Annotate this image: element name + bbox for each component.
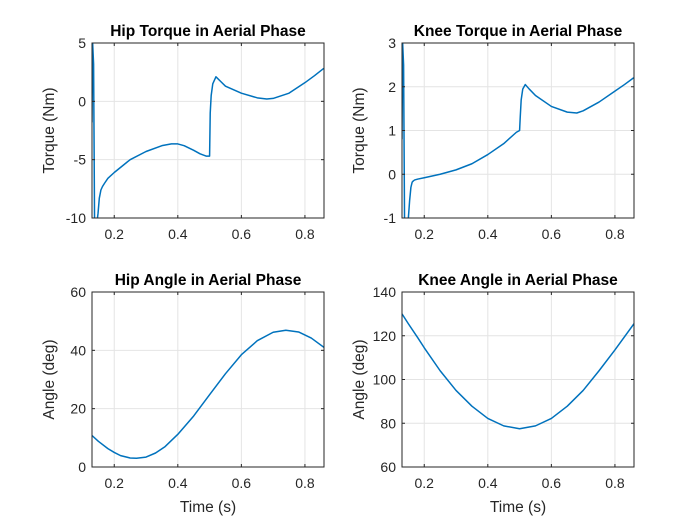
hip-torque-y-tick-label: -10 xyxy=(66,210,86,226)
knee-torque-x-tick-label: 0.8 xyxy=(605,226,625,242)
hip-torque-y-axis-label: Torque (Nm) xyxy=(41,87,58,173)
knee-angle-y-tick-label: 100 xyxy=(373,372,397,388)
hip-angle-panel: 0.2 0.4 0.6 0.8 0 20 40 60 Hip Angle in Aerial P… xyxy=(41,272,325,516)
knee-torque-x-tick-label: 0.6 xyxy=(542,226,562,242)
hip-angle-y-tick-label: 60 xyxy=(70,284,86,300)
hip-torque-title: Hip Torque in Aerial Phase xyxy=(110,23,306,40)
hip-angle-y-axis-label: Angle (deg) xyxy=(41,339,58,419)
hip-torque-x-tick-label: 0.2 xyxy=(105,226,125,242)
hip-torque-panel: 0.2 0.4 0.6 0.8 -10 -5 0 5 Hip Torque in Aerial … xyxy=(41,23,325,242)
hip-angle-x-tick-label: 0.4 xyxy=(168,475,188,491)
knee-angle-x-axis-label: Time (s) xyxy=(490,499,546,516)
knee-angle-series-line xyxy=(402,313,634,430)
hip-torque-plot-area xyxy=(91,42,325,219)
hip-torque-series-line xyxy=(92,43,324,218)
knee-torque-y-tick-label: 3 xyxy=(388,35,396,51)
knee-angle-x-tick-label: 0.8 xyxy=(605,475,625,491)
hip-angle-axes-frame xyxy=(91,291,325,468)
hip-angle-x-tick-label: 0.6 xyxy=(232,475,252,491)
knee-angle-title: Knee Angle in Aerial Phase xyxy=(418,272,618,289)
knee-angle-x-tick-label: 0.6 xyxy=(542,475,562,491)
knee-torque-y-tick-label: 0 xyxy=(388,166,396,182)
hip-angle-plot-area xyxy=(91,291,325,468)
hip-angle-x-tick-label: 0.8 xyxy=(295,475,315,491)
hip-torque-x-tick-label: 0.8 xyxy=(295,226,315,242)
knee-angle-y-tick-label: 120 xyxy=(373,328,397,344)
knee-angle-panel: 0.2 0.4 0.6 0.8 60 80 100 120 140 Knee Angle in A… xyxy=(351,272,635,516)
hip-torque-x-tick-label: 0.6 xyxy=(232,226,252,242)
hip-angle-x-axis-label: Time (s) xyxy=(180,499,236,516)
knee-angle-y-tick-label: 140 xyxy=(373,284,397,300)
knee-angle-y-axis-label: Angle (deg) xyxy=(351,339,368,419)
knee-torque-x-tick-label: 0.4 xyxy=(478,226,498,242)
knee-angle-x-tick-label: 0.4 xyxy=(478,475,498,491)
knee-torque-x-tick-label: 0.2 xyxy=(415,226,435,242)
hip-torque-x-tick-label: 0.4 xyxy=(168,226,188,242)
knee-torque-y-tick-label: -1 xyxy=(384,210,397,226)
hip-torque-y-tick-label: 5 xyxy=(78,35,86,51)
hip-torque-y-tick-label: 0 xyxy=(78,93,86,109)
hip-angle-title: Hip Angle in Aerial Phase xyxy=(115,272,302,289)
knee-torque-panel: 0.2 0.4 0.6 0.8 -1 0 1 2 3 Knee Torque in Aerial … xyxy=(351,23,635,242)
hip-angle-x-tick-label: 0.2 xyxy=(105,475,125,491)
hip-angle-y-tick-label: 40 xyxy=(70,342,86,358)
hip-torque-axes-frame xyxy=(91,42,325,219)
knee-torque-title: Knee Torque in Aerial Phase xyxy=(414,23,623,40)
hip-angle-series-line xyxy=(92,329,324,459)
knee-torque-y-axis-label: Torque (Nm) xyxy=(351,87,368,173)
hip-angle-y-tick-label: 20 xyxy=(70,401,86,417)
knee-torque-y-tick-label: 1 xyxy=(388,123,396,139)
knee-angle-y-tick-label: 80 xyxy=(380,415,396,431)
knee-angle-x-tick-label: 0.2 xyxy=(415,475,435,491)
hip-angle-y-tick-label: 0 xyxy=(78,459,86,475)
knee-torque-y-tick-label: 2 xyxy=(388,79,396,95)
knee-torque-series-line xyxy=(402,43,634,218)
hip-torque-y-tick-label: -5 xyxy=(74,152,87,168)
knee-angle-y-tick-label: 60 xyxy=(380,459,396,475)
